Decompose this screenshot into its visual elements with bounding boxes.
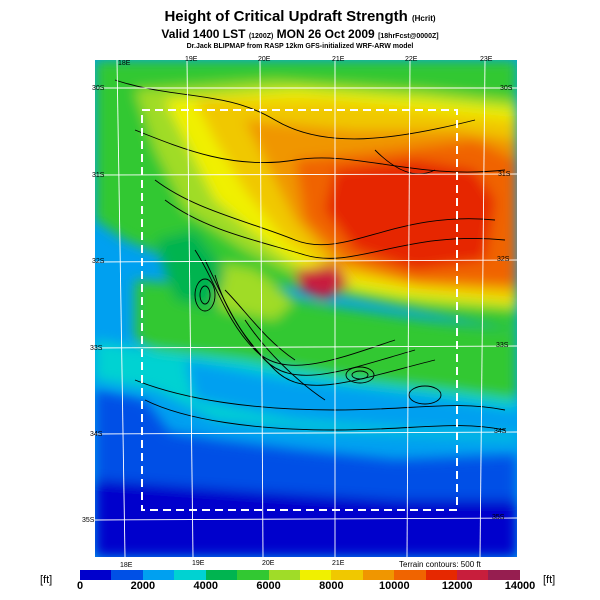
lat-left-label: 33S	[90, 345, 103, 352]
colorbar-swatch	[205, 570, 238, 580]
colorbar-tick-label: 8000	[319, 580, 344, 592]
lon-bottom-label: 19E	[192, 560, 205, 567]
colorbar	[80, 570, 520, 580]
title-text: Height of Critical Updraft Strength	[164, 8, 408, 25]
lat-right-label: 34S	[494, 428, 507, 435]
valid-code: (1200Z)	[248, 33, 274, 40]
lat-right-label: 30S	[500, 85, 513, 92]
colorbar-unit-right: [ft]	[543, 574, 556, 586]
colorbar-tick-label: 10000	[378, 580, 410, 592]
lon-top-label: 21E	[332, 56, 345, 63]
forecast-map	[95, 60, 517, 557]
lat-right-label: 35S	[492, 514, 505, 521]
lat-left-label: 32S	[92, 258, 105, 265]
colorbar-swatch	[299, 570, 332, 580]
map-title: Height of Critical Updraft Strength (Hcr…	[0, 8, 600, 25]
forecast-label: [18hrFcst@0000Z]	[378, 33, 439, 40]
lat-right-label: 31S	[498, 171, 511, 178]
colorbar-swatch	[142, 570, 175, 580]
lon-top-label: 19E	[185, 56, 198, 63]
colorbar-tick-label: 6000	[256, 580, 281, 592]
colorbar-swatch	[457, 570, 489, 580]
lat-right-label: 33S	[496, 342, 509, 349]
colorbar-swatch	[488, 570, 520, 580]
terrain-contours-note: Terrain contours: 500 ft	[399, 560, 481, 569]
valid-date: MON 26 Oct 2009	[276, 27, 375, 41]
colorbar-swatch	[362, 570, 395, 580]
lat-left-label: 34S	[90, 431, 103, 438]
colorbar-swatch	[111, 570, 143, 580]
colorbar-swatch	[174, 570, 206, 580]
title-unit: (Hcrit)	[411, 14, 436, 23]
colorbar-tick-label: 0	[76, 580, 84, 592]
colorbar-tick-label: 12000	[441, 580, 473, 592]
colorbar-swatch	[268, 570, 300, 580]
lat-left-label: 30S	[92, 85, 105, 92]
colorbar-swatch	[425, 570, 458, 580]
lon-bottom-label: 21E	[332, 560, 345, 567]
colorbar-swatch	[394, 570, 426, 580]
lon-top-label: 23E	[480, 56, 493, 63]
lon-top-label: 20E	[258, 56, 271, 63]
valid-line: Valid 1400 LST	[161, 27, 246, 41]
credit-line: Dr.Jack BLIPMAP from RASP 12km GFS-initi…	[186, 43, 414, 50]
colorbar-swatch	[80, 570, 112, 580]
colorbar-tick-label: 2000	[130, 580, 156, 592]
inner-domain-box	[141, 109, 458, 511]
lon-top-label: 18E	[118, 60, 131, 67]
lat-left-label: 35S	[82, 517, 95, 524]
lat-right-label: 32S	[497, 256, 510, 263]
lon-bottom-label: 20E	[262, 560, 275, 567]
colorbar-tick-label: 14000	[504, 580, 536, 592]
colorbar-swatch	[237, 570, 269, 580]
graticule	[95, 60, 517, 557]
lon-top-label: 22E	[405, 56, 418, 63]
colorbar-swatch	[331, 570, 363, 580]
lat-left-label: 31S	[92, 172, 105, 179]
lon-bottom-label: 18E	[120, 562, 133, 569]
colorbar-tick-label: 4000	[193, 580, 218, 592]
valid-time-line: Valid 1400 LST (1200Z) MON 26 Oct 2009 […	[0, 27, 600, 41]
colorbar-unit-left: [ft]	[40, 574, 53, 586]
